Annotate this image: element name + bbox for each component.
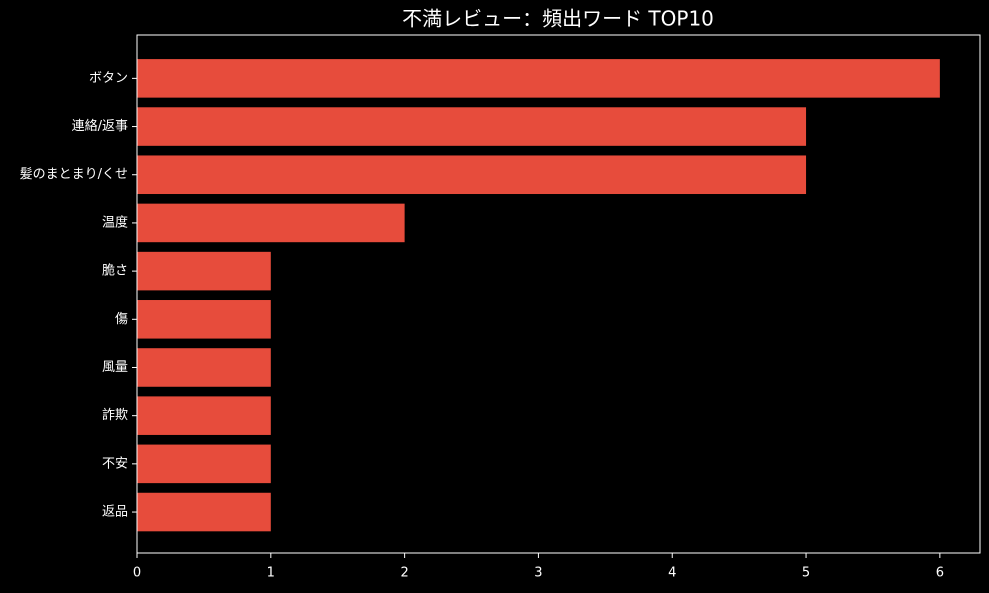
bar [137, 348, 271, 387]
y-tick-label: ボタン [89, 71, 128, 86]
bar [137, 203, 405, 243]
bar [137, 300, 271, 339]
bar [137, 59, 940, 98]
plot-frame [136, 34, 981, 554]
x-tick-label: 2 [400, 566, 408, 581]
y-tick-label: 返品 [102, 505, 128, 520]
bar [137, 492, 271, 532]
bar [137, 396, 271, 435]
bar [137, 444, 271, 484]
bar [137, 251, 271, 291]
x-tick-label: 4 [668, 566, 676, 581]
bar [137, 155, 807, 195]
chart-title: 不満レビュー：頻出ワード TOP10 [402, 7, 714, 31]
x-tick-label: 6 [936, 566, 944, 581]
x-tick-label: 5 [802, 566, 810, 581]
y-tick-label: 詐欺 [102, 407, 128, 423]
y-tick-label: 髪のまとまり/くせ [20, 167, 128, 182]
bar [137, 107, 807, 146]
x-tick-label: 3 [534, 566, 542, 581]
y-tick-label: 温度 [102, 214, 128, 230]
x-tick-label: 0 [133, 566, 141, 581]
y-tick-label: 傷 [115, 312, 128, 327]
x-tick-label: 1 [267, 566, 275, 581]
y-tick-label: 連絡/返事 [72, 118, 128, 134]
y-tick-label: 脆さ [102, 263, 128, 279]
y-tick-label: 不安 [102, 456, 128, 471]
y-tick-label: 風量 [102, 360, 128, 375]
